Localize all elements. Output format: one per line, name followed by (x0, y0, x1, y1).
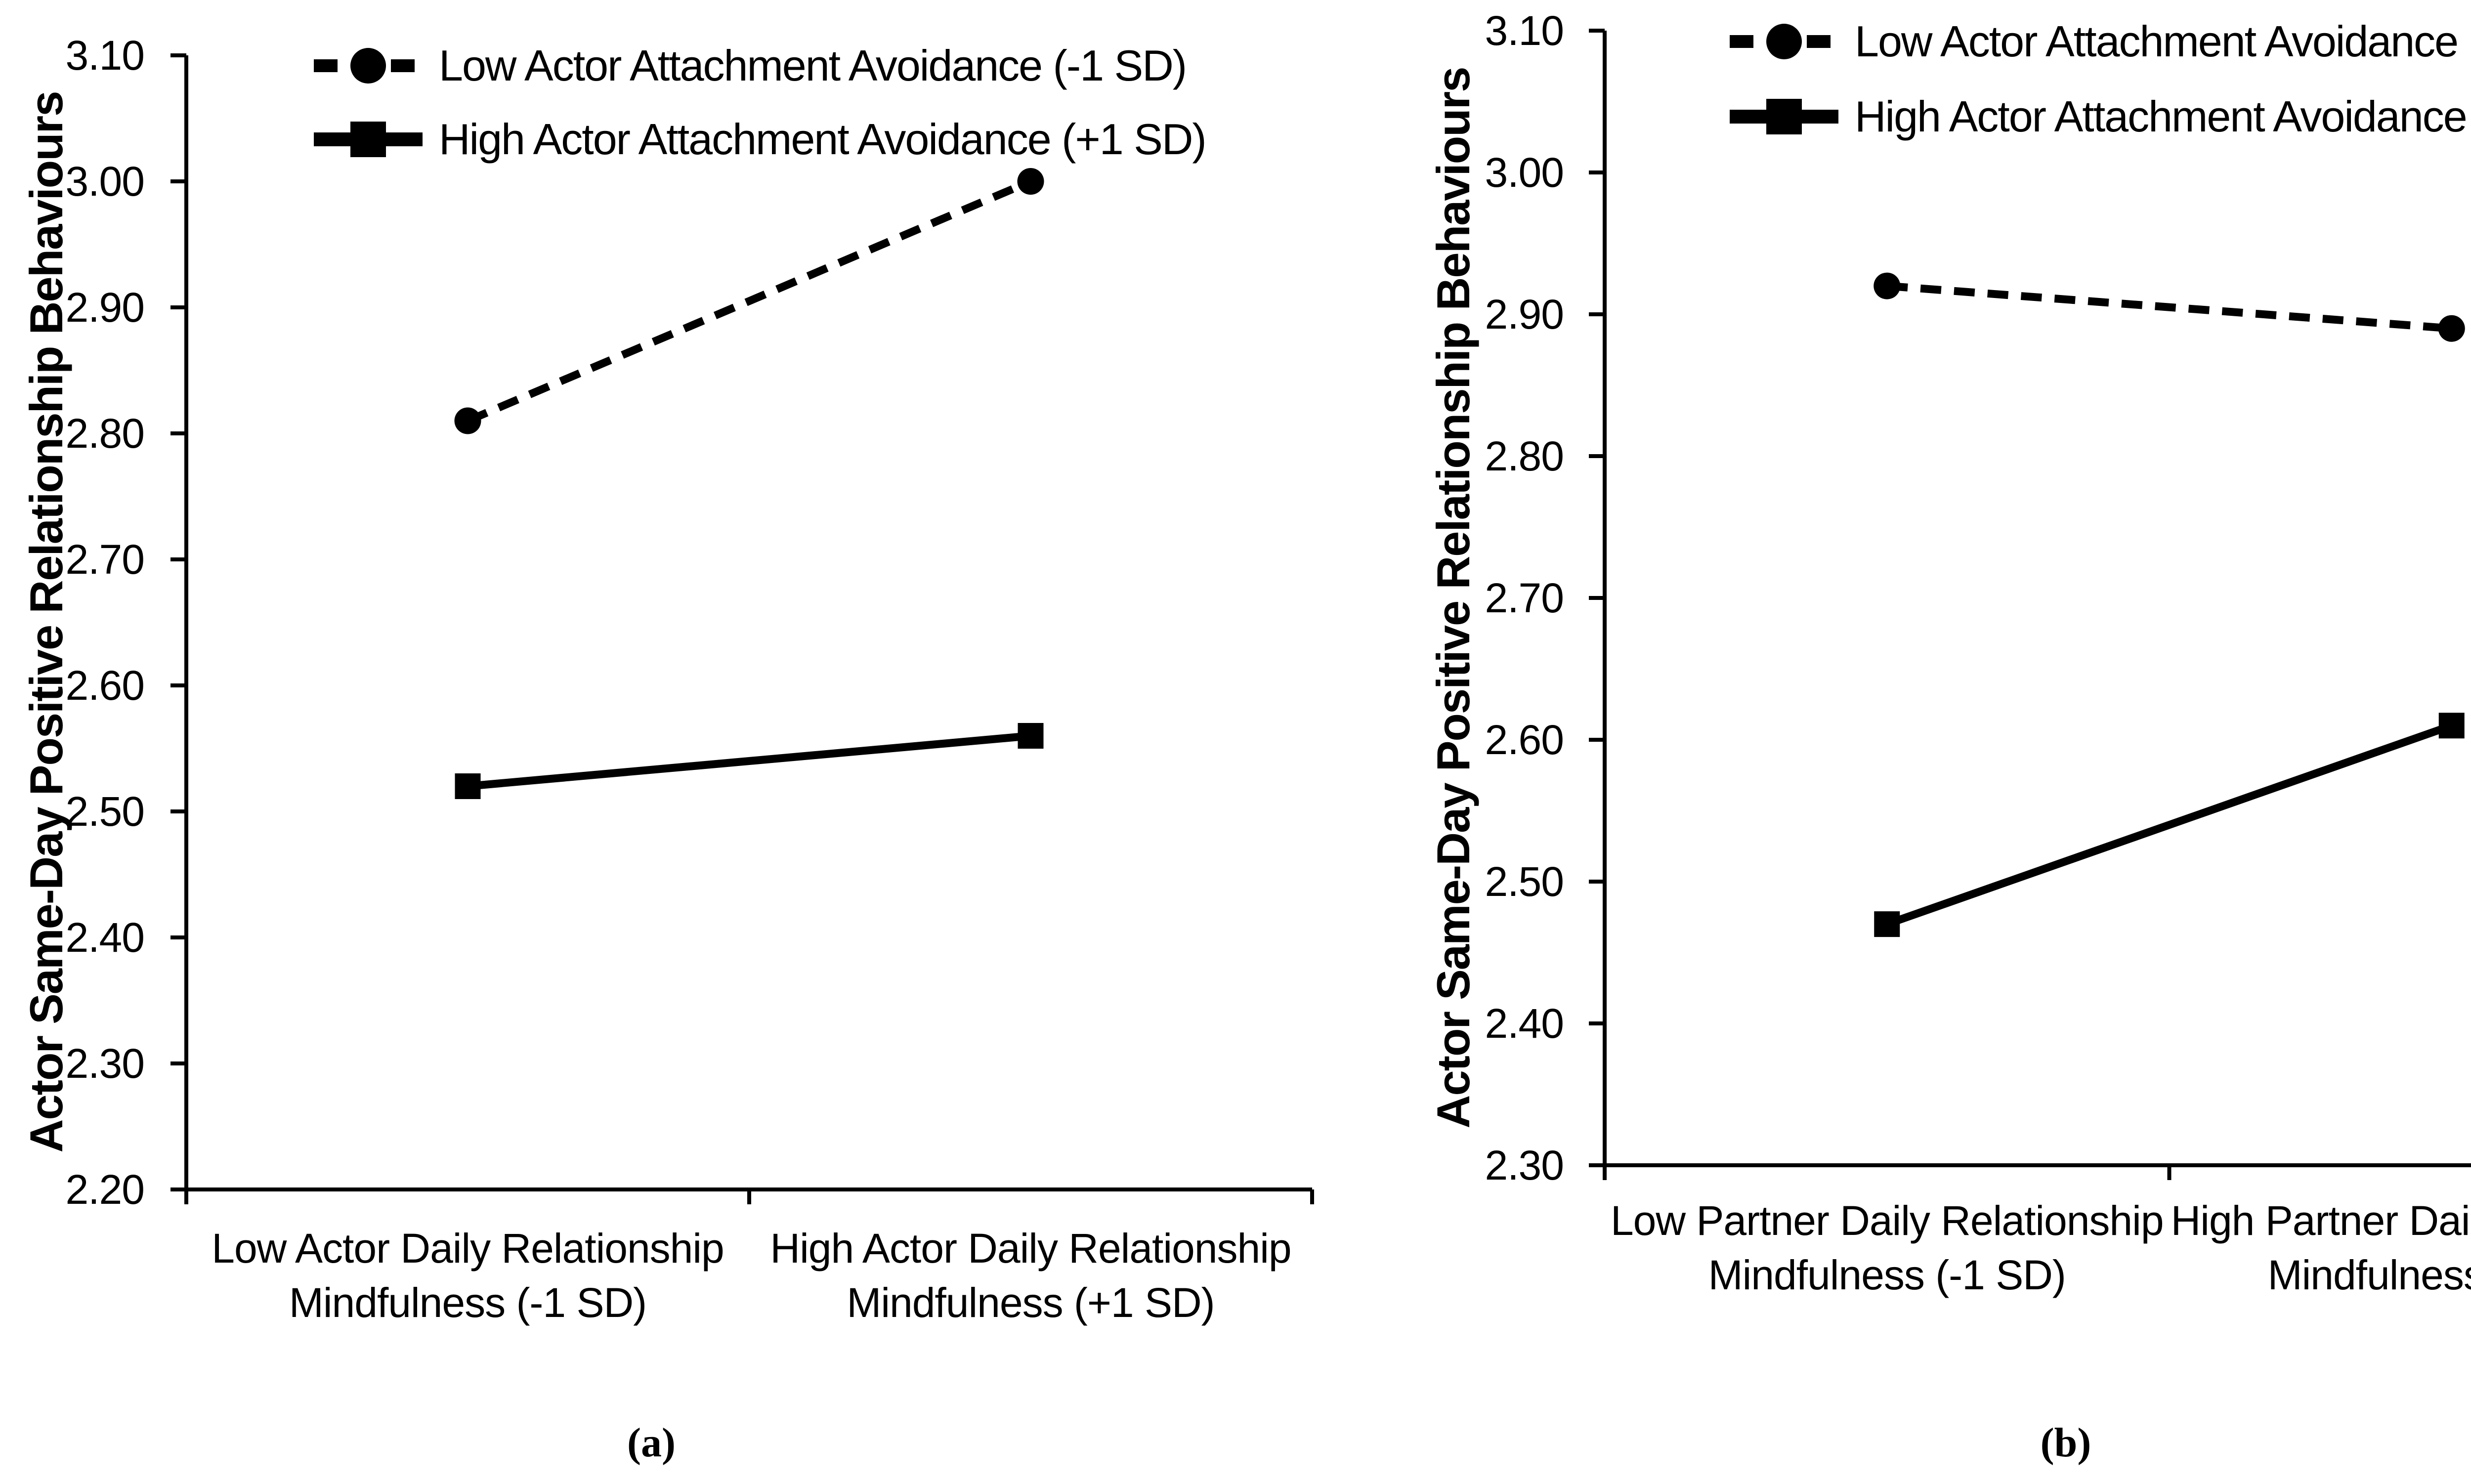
y-tick-label: 2.20 (65, 1166, 145, 1213)
legend-solid-square-marker-icon (1730, 99, 1838, 134)
x-category-line: Low Actor Daily Relationship (212, 1225, 724, 1272)
legend-solid-square-marker-icon (314, 122, 423, 157)
data-point-marker-circle (454, 407, 481, 434)
y-tick-label: 3.00 (65, 158, 145, 205)
y-tick-label: 2.60 (1485, 717, 1565, 763)
x-category-label-high: High Partner Daily Relationship Mindfuln… (2106, 1193, 2471, 1302)
legend-label: Low Actor Attachment Avoidance (-1 SD) (439, 41, 1187, 90)
y-tick-label: 2.90 (65, 284, 145, 331)
y-tick-label: 2.40 (65, 914, 145, 961)
legend-entry-high-avoidance: High Actor Attachment Avoidance (+1 SD) (1727, 89, 2471, 144)
x-category-label-high: High Actor Daily Relationship Mindfulnes… (685, 1221, 1377, 1330)
panel-caption-b: (b) (2040, 1420, 2091, 1466)
series-line-low-avoidance (1886, 282, 2452, 333)
data-point-marker-square (1874, 911, 1900, 937)
x-category-line: Mindfulness (-1 SD) (289, 1279, 647, 1326)
y-tick-label: 2.70 (65, 536, 145, 583)
x-category-line: Mindfulness (-1 SD) (1708, 1252, 2066, 1298)
y-tick-label: 3.10 (1485, 7, 1565, 54)
series-line-high-avoidance (467, 732, 1031, 790)
series-line-high-avoidance (1885, 721, 2453, 928)
y-tick-label: 2.40 (1485, 1000, 1565, 1047)
y-tick-label: 2.80 (1485, 433, 1565, 479)
legend-entry-high-avoidance: High Actor Attachment Avoidance (+1 SD) (311, 112, 1207, 167)
x-category-label-low: Low Actor Daily Relationship Mindfulness… (122, 1221, 814, 1330)
panel-caption-a: (a) (627, 1420, 676, 1466)
x-category-line: Mindfulness (+1 SD) (2267, 1252, 2471, 1298)
y-tick-label: 3.10 (65, 32, 145, 79)
y-tick-label: 2.30 (1485, 1142, 1565, 1188)
plot-area-b (1589, 29, 2471, 1180)
data-point-marker-circle (1874, 272, 1901, 299)
y-tick-label: 2.50 (65, 788, 145, 835)
data-point-marker-square (1018, 723, 1044, 749)
y-tick-label: 3.00 (1485, 149, 1565, 196)
data-point-marker-circle (2438, 315, 2465, 342)
legend-label: High Actor Attachment Avoidance (+1 SD) (439, 115, 1207, 164)
x-category-line: High Actor Daily Relationship (770, 1225, 1291, 1272)
series-line-low-avoidance (466, 177, 1032, 424)
data-point-marker-square (455, 773, 481, 799)
data-point-marker-circle (1017, 168, 1044, 195)
panel-b: Actor Same-Day Positive Relationship Beh… (1369, 0, 2471, 1484)
x-category-label-low: Low Partner Daily Relationship Mindfulne… (1541, 1193, 2233, 1302)
y-tick-label: 2.60 (65, 662, 145, 709)
legend-entry-low-avoidance: Low Actor Attachment Avoidance (-1 SD) (1727, 14, 2471, 69)
legend-dashed-circle-marker-icon (1730, 24, 1838, 59)
legend-label: Low Actor Attachment Avoidance (-1 SD) (1855, 17, 2471, 66)
legend-label: High Actor Attachment Avoidance (+1 SD) (1855, 92, 2471, 141)
y-tick-label: 2.50 (1485, 858, 1565, 905)
x-category-line: Low Partner Daily Relationship (1610, 1197, 2164, 1244)
legend-entry-low-avoidance: Low Actor Attachment Avoidance (-1 SD) (311, 39, 1187, 93)
y-tick-label: 2.80 (65, 410, 145, 457)
x-category-line: High Partner Daily Relationship (2171, 1197, 2471, 1244)
x-category-line: Mindfulness (+1 SD) (847, 1279, 1215, 1326)
y-tick-label: 2.90 (1485, 291, 1565, 338)
plot-area-a (170, 53, 1314, 1204)
y-tick-label: 2.30 (65, 1040, 145, 1087)
y-tick-label: 2.70 (1485, 575, 1565, 621)
data-point-marker-square (2438, 713, 2465, 739)
panel-a: Actor Same-Day Positive Relationship Beh… (20, 32, 1314, 1466)
legend-dashed-circle-marker-icon (314, 48, 423, 84)
y-axis-title: Actor Same-Day Positive Relationship Beh… (20, 91, 72, 1153)
